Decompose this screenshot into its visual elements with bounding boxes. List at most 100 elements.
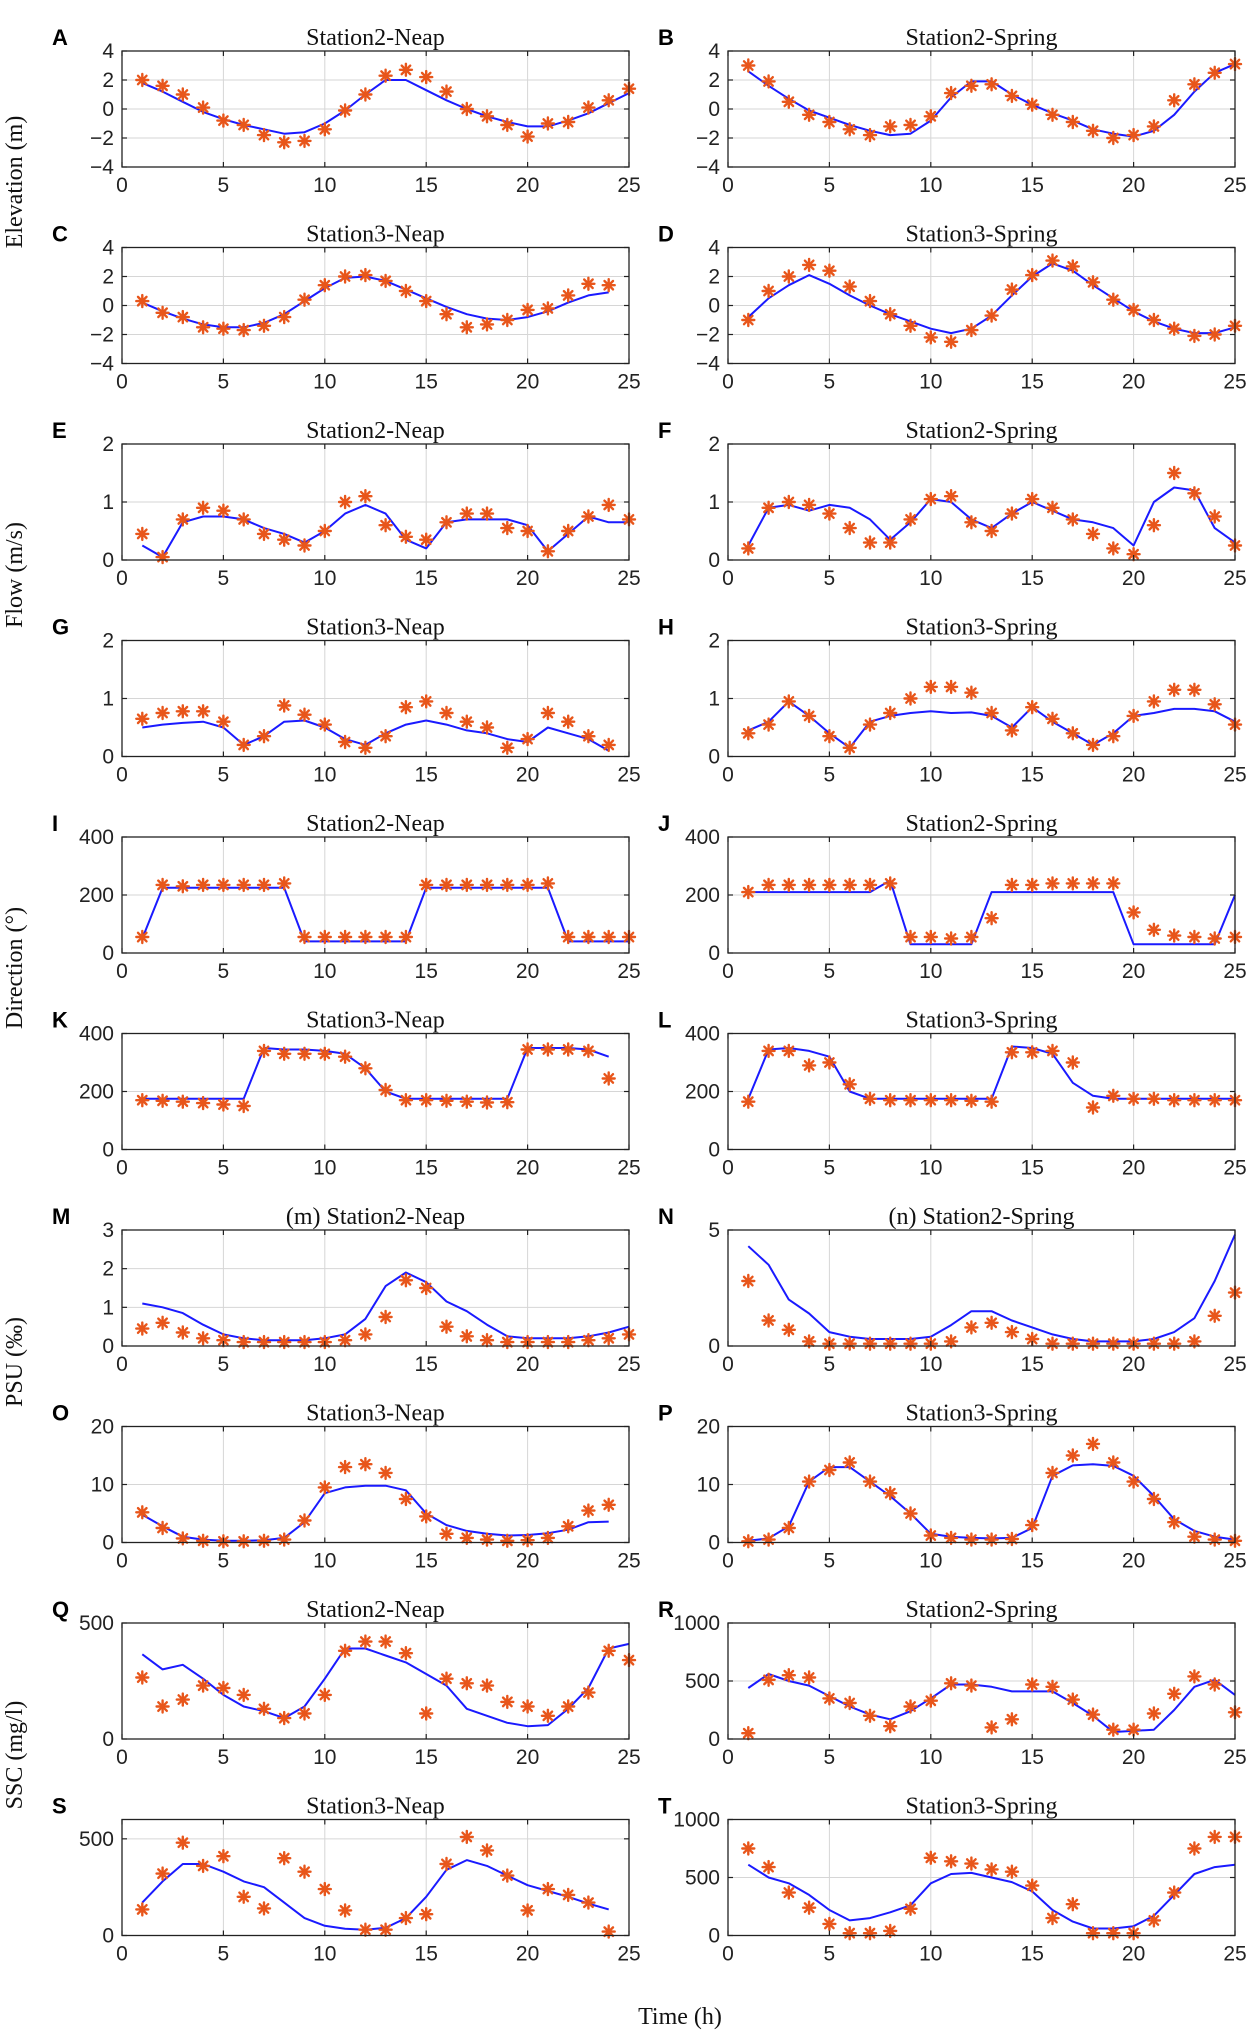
observed-point-i [398,929,414,945]
observed-point-h [822,729,837,744]
observed-point-b [1166,93,1182,108]
observed-point-h [781,694,796,709]
x-tick-label: 25 [617,1746,640,1769]
observed-point-a [277,135,292,150]
observed-point-r [1106,1722,1121,1737]
observed-point-k [256,1043,272,1059]
x-tick-label: 20 [1122,1353,1145,1376]
x-tick-label: 0 [722,1943,734,1966]
x-tick-label: 10 [919,371,942,394]
observed-point-a [175,87,191,102]
y-tick-label: 1 [708,491,720,514]
x-tick-label: 25 [617,1157,640,1180]
observed-point-c [500,312,515,328]
observed-point-k [378,1082,393,1098]
observed-point-r [1126,1722,1141,1737]
observed-point-f [862,535,878,550]
observed-point-b [964,78,979,94]
observed-point-t [842,1925,857,1941]
x-tick-label: 0 [116,1157,128,1180]
observed-point-j [862,877,878,893]
observed-point-n [842,1336,857,1351]
observed-point-i [439,877,454,893]
x-tick-label: 10 [919,1746,942,1769]
observed-point-d [1045,253,1060,268]
observed-point-a [601,93,616,108]
observed-point-d [842,279,857,294]
observed-point-l [1065,1055,1081,1070]
x-tick-label: 10 [919,764,942,787]
observed-point-j [741,884,756,900]
observed-point-e [256,526,272,542]
observed-point-p [1004,1531,1020,1547]
observed-point-s [378,1922,393,1937]
observed-point-p [1187,1529,1202,1544]
panel-a: 0 5 10 15 20 25 −4 −2 0 2 4 Station2-Neap A [52,25,641,197]
observed-point-p [1126,1474,1141,1489]
observed-point-s [419,1906,434,1922]
y-tick-label: 0 [102,1925,114,1948]
observed-point-g [297,707,312,722]
x-tick-label: 15 [415,1157,438,1180]
x-tick-label: 10 [313,1550,336,1573]
observed-point-l [862,1091,878,1107]
y-tick-label: 2 [708,630,720,653]
y-tick-label: 10 [91,1474,114,1497]
observed-point-f [883,535,898,550]
y-tick-label: 500 [685,1670,720,1693]
panel-letter-m: M [52,1204,70,1229]
observed-point-k [439,1093,454,1109]
y-tick-label: 4 [708,237,720,260]
model-line-g [142,719,610,752]
x-tick-label: 10 [313,174,336,197]
observed-point-m [175,1325,191,1340]
y-tick-label: 200 [79,884,114,907]
observed-point-h [903,691,918,706]
observed-point-b [903,117,918,133]
y-tick-label: 400 [79,826,114,849]
panel-t: 0 5 10 15 20 25 0 500 1000 Station3-Spring T [658,1794,1247,1966]
observed-point-n [903,1336,918,1351]
x-tick-label: 0 [722,960,734,983]
panel-letter-p: P [658,1401,673,1426]
x-tick-label: 10 [313,1943,336,1966]
y-tick-label: 2 [708,69,720,92]
x-tick-label: 25 [1223,1943,1246,1966]
observed-point-q [216,1680,231,1696]
observed-point-c [398,283,414,299]
observed-point-k [601,1071,616,1086]
observed-point-k [459,1094,474,1109]
observed-point-b [801,107,817,123]
panel-l: 0 5 10 15 20 25 0 200 400 Station3-Spring L [658,1008,1247,1180]
panel-h: 0 5 10 15 20 25 0 1 2 Station3-Spring H [658,615,1247,787]
observed-point-i [378,929,393,945]
observed-point-q [479,1678,495,1693]
panel-title-m: (m) Station2-Neap [286,1204,465,1230]
panel-letter-d: D [658,222,674,247]
observed-point-g [277,698,292,713]
observed-point-b [761,74,776,89]
x-tick-label: 0 [722,1550,734,1573]
observed-point-s [358,1922,373,1937]
x-tick-label: 10 [313,567,336,590]
observed-point-g [155,705,170,721]
observed-point-c [277,309,292,325]
observed-point-e [378,518,393,533]
observed-point-p [943,1530,959,1546]
x-tick-label: 15 [415,1353,438,1376]
panel-letter-f: F [658,418,671,443]
observed-point-j [923,929,938,945]
observed-point-i [561,929,576,945]
panel-m: 0 5 10 15 20 25 0 1 2 3 (m) Station2-Neap M [52,1204,641,1376]
x-tick-label: 10 [313,764,336,787]
observed-point-p [761,1532,776,1547]
y-tick-label: 1 [708,688,720,711]
ylabel-direction: Direction (°) [2,907,28,1029]
x-tick-label: 0 [722,1157,734,1180]
observed-point-q [419,1706,434,1721]
observed-point-d [1065,259,1081,274]
observed-point-q [317,1687,332,1703]
panel-title-s: Station3-Neap [306,1794,445,1820]
y-tick-label: 2 [708,266,720,289]
